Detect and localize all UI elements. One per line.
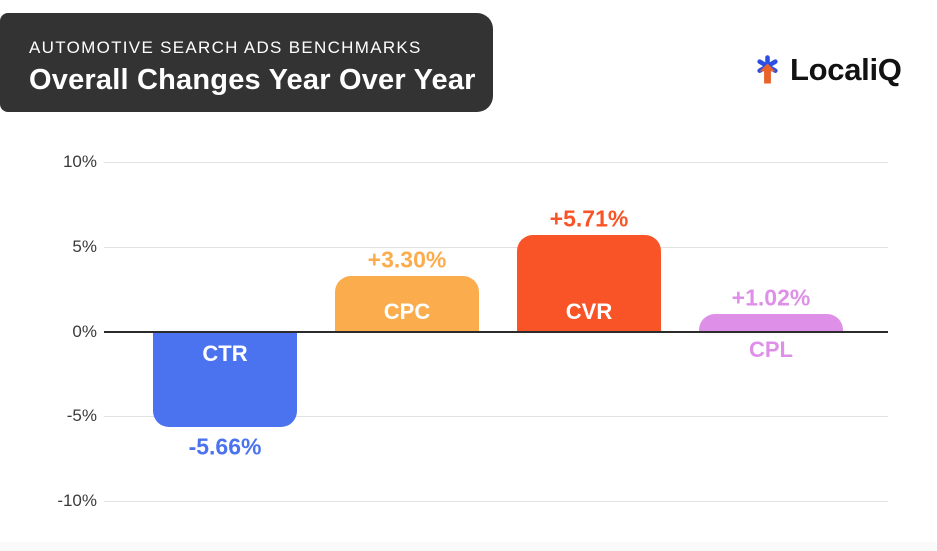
category-label-ctr: CTR: [202, 340, 248, 366]
y-axis-tick-label: 5%: [72, 236, 97, 256]
y-grid-line: [104, 500, 888, 502]
value-label-cpc: +3.30%: [367, 246, 447, 273]
bar-ctr: [153, 331, 297, 428]
bottom-strip: [0, 542, 937, 551]
bar-cpc: [335, 275, 479, 332]
y-axis-tick-label: -5%: [66, 406, 97, 426]
y-grid-line: [104, 416, 888, 418]
category-label-cpc: CPC: [383, 299, 431, 324]
y-axis-tick-label: 0%: [72, 321, 97, 341]
y-axis-tick-label: -10%: [57, 490, 97, 510]
logo-text: LocaliQ: [790, 52, 902, 87]
bar-cvr: [517, 234, 661, 332]
localiq-logo: LocaliQ: [754, 51, 902, 89]
bar-cpl: [699, 314, 843, 332]
header-eyebrow: AUTOMOTIVE SEARCH ADS BENCHMARKS: [29, 38, 422, 57]
category-label-cpl: CPL: [749, 337, 793, 362]
y-axis-zero-line: [104, 330, 888, 333]
category-label-cvr: CVR: [565, 299, 613, 324]
value-label-cvr: +5.71%: [549, 205, 629, 232]
value-label-cpl: +1.02%: [731, 284, 811, 311]
page-title: Overall Changes Year Over Year: [29, 64, 476, 96]
y-grid-line: [104, 162, 888, 164]
header: AUTOMOTIVE SEARCH ADS BENCHMARKS Overall…: [0, 13, 493, 112]
y-grid-line: [104, 246, 888, 248]
value-label-ctr: -5.66%: [188, 433, 262, 460]
localiq-asterisk-arrow-icon: [757, 54, 778, 84]
y-axis-tick-label: 10%: [62, 152, 97, 172]
